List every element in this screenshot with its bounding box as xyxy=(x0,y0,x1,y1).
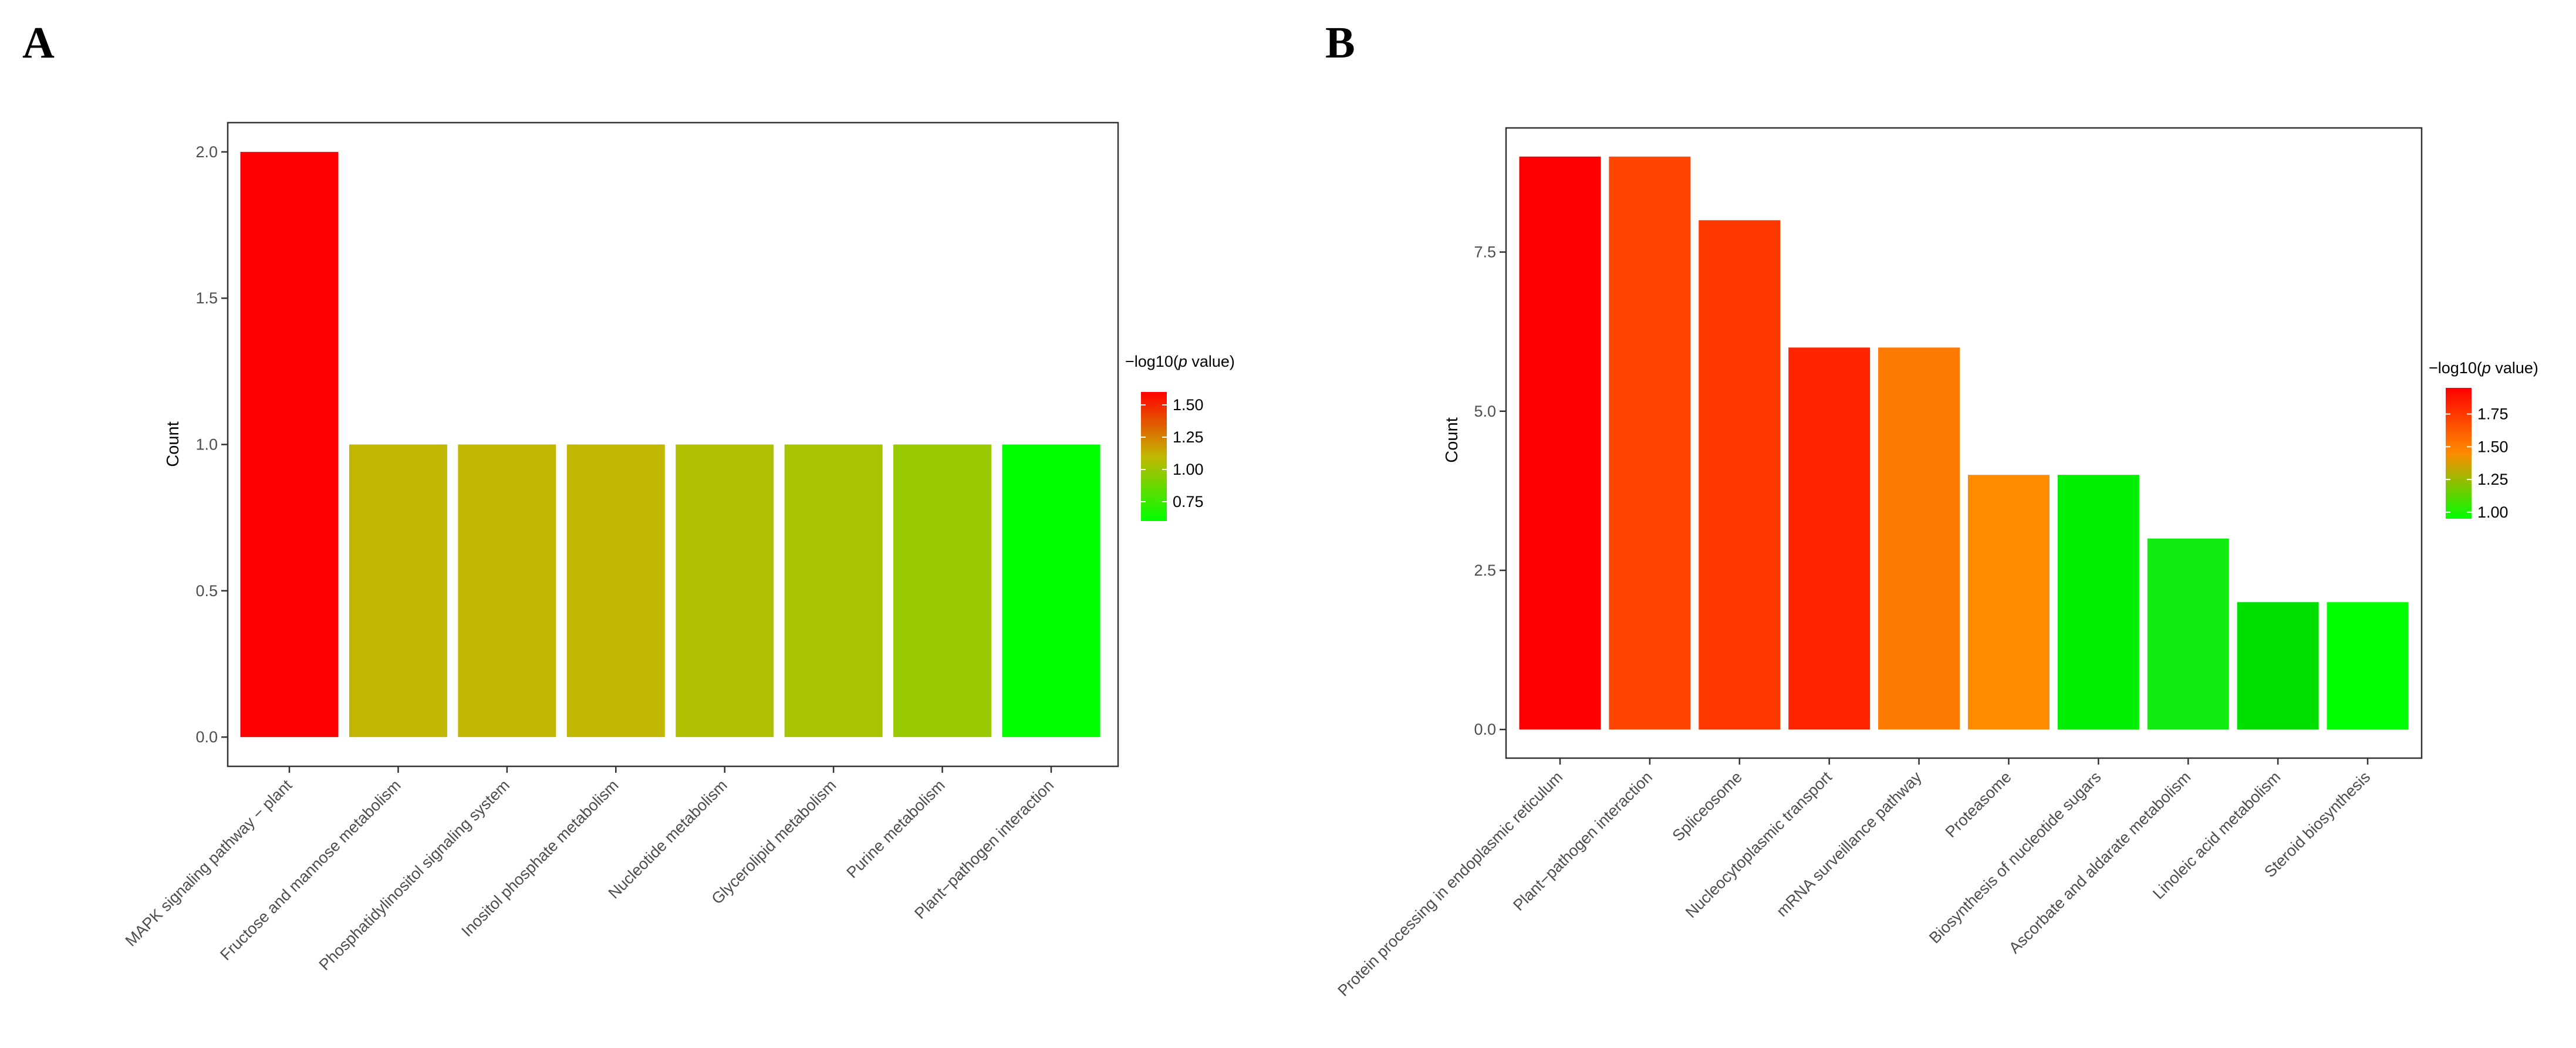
colorbar-tick-label: 1.50 xyxy=(1173,396,1204,414)
colorbar-tick-label: 1.25 xyxy=(1173,428,1204,446)
colorbar-b xyxy=(2446,388,2472,519)
bar xyxy=(458,444,556,738)
panel-label-a: A xyxy=(22,18,55,67)
bar xyxy=(1878,347,1960,730)
panel-a: A 0.0 0.5 1.0 1.5 2.0 MAPK signaling pathway… xyxy=(22,18,1235,973)
legend-b: −log10(p value) 1.75 1.50 1.25 1.00 xyxy=(2429,359,2538,521)
x-tick-label: Ascorbate and aldarate metabolism xyxy=(2006,768,2195,957)
colorbar-tick-label: 1.50 xyxy=(2477,438,2509,455)
x-tick-label: Glycerolipid metabolism xyxy=(708,776,840,908)
panel-label-b: B xyxy=(1325,18,1355,67)
y-axis-title-b: Count xyxy=(1443,417,1461,462)
bar xyxy=(893,444,992,738)
bar xyxy=(240,151,339,738)
y-axis-b: 0.0 2.5 5.0 7.5 xyxy=(1474,244,1506,738)
y-tick-label: 2.5 xyxy=(1474,562,1496,579)
legend-title-b: −log10(p value) xyxy=(2429,359,2538,377)
bars-a xyxy=(240,151,1100,738)
colorbar-tick-label: 1.00 xyxy=(2477,503,2509,521)
y-tick-label: 5.0 xyxy=(1474,403,1496,420)
x-tick-label: Fructose and mannose metabolism xyxy=(217,776,404,964)
y-axis-a: 0.0 0.5 1.0 1.5 2.0 xyxy=(195,143,228,746)
x-tick-label: mRNA surveillance pathway xyxy=(1773,768,1925,920)
x-tick-label: Phosphatidylinositol signaling system xyxy=(316,776,513,973)
bar xyxy=(676,444,774,738)
x-tick-label: Nucleotide metabolism xyxy=(605,776,731,902)
bar xyxy=(2237,602,2319,730)
bar xyxy=(349,444,447,738)
y-tick-label: 0.0 xyxy=(1474,721,1496,738)
x-tick-label: Proteasome xyxy=(1942,768,2015,841)
y-tick-label: 1.0 xyxy=(195,436,218,454)
colorbar-tick-label: 1.25 xyxy=(2477,471,2509,488)
y-tick-label: 2.0 xyxy=(195,143,218,161)
x-tick-label: MAPK signaling pathway − plant xyxy=(122,776,296,950)
legend-a: −log10(p value) 1.50 1.25 1.00 0.75 xyxy=(1125,353,1235,521)
x-tick-label: Spliceosome xyxy=(1669,768,1746,845)
x-tick-label: Biosynthesis of nucleotide sugars xyxy=(1926,768,2105,947)
y-tick-label: 0.5 xyxy=(195,582,218,600)
bar xyxy=(1788,347,1871,730)
bar xyxy=(1699,220,1781,730)
colorbar-ticks-a: 1.50 1.25 1.00 0.75 xyxy=(1141,396,1204,511)
bar xyxy=(1609,156,1691,730)
colorbar-a xyxy=(1141,392,1167,521)
y-tick-label: 1.5 xyxy=(195,289,218,307)
x-tick-label: Nucleocytoplasmic transport xyxy=(1682,768,1835,921)
legend-title-a: −log10(p value) xyxy=(1125,353,1235,370)
x-axis-b: Protein processing in endoplasmic reticu… xyxy=(1334,758,2374,1000)
y-axis-title-a: Count xyxy=(164,421,183,466)
bar xyxy=(784,444,883,738)
x-tick-label: Purine metabolism xyxy=(843,776,948,881)
bar xyxy=(1967,475,2050,730)
colorbar-tick-label: 1.75 xyxy=(2477,405,2509,423)
colorbar-tick-label: 0.75 xyxy=(1173,493,1204,511)
bar xyxy=(2147,538,2229,730)
panel-b: B 0.0 2.5 5.0 7.5 Protein processing in end… xyxy=(1325,18,2538,1000)
bar xyxy=(566,444,665,738)
bar xyxy=(1519,156,1601,730)
bars-b xyxy=(1519,156,2409,730)
colorbar-ticks-b: 1.75 1.50 1.25 1.00 xyxy=(2446,405,2509,521)
y-tick-label: 7.5 xyxy=(1474,244,1496,261)
y-tick-label: 0.0 xyxy=(195,728,218,746)
bar xyxy=(2057,475,2139,730)
bar xyxy=(1002,444,1100,738)
colorbar-tick-label: 1.00 xyxy=(1173,461,1204,478)
bar xyxy=(2327,602,2409,730)
